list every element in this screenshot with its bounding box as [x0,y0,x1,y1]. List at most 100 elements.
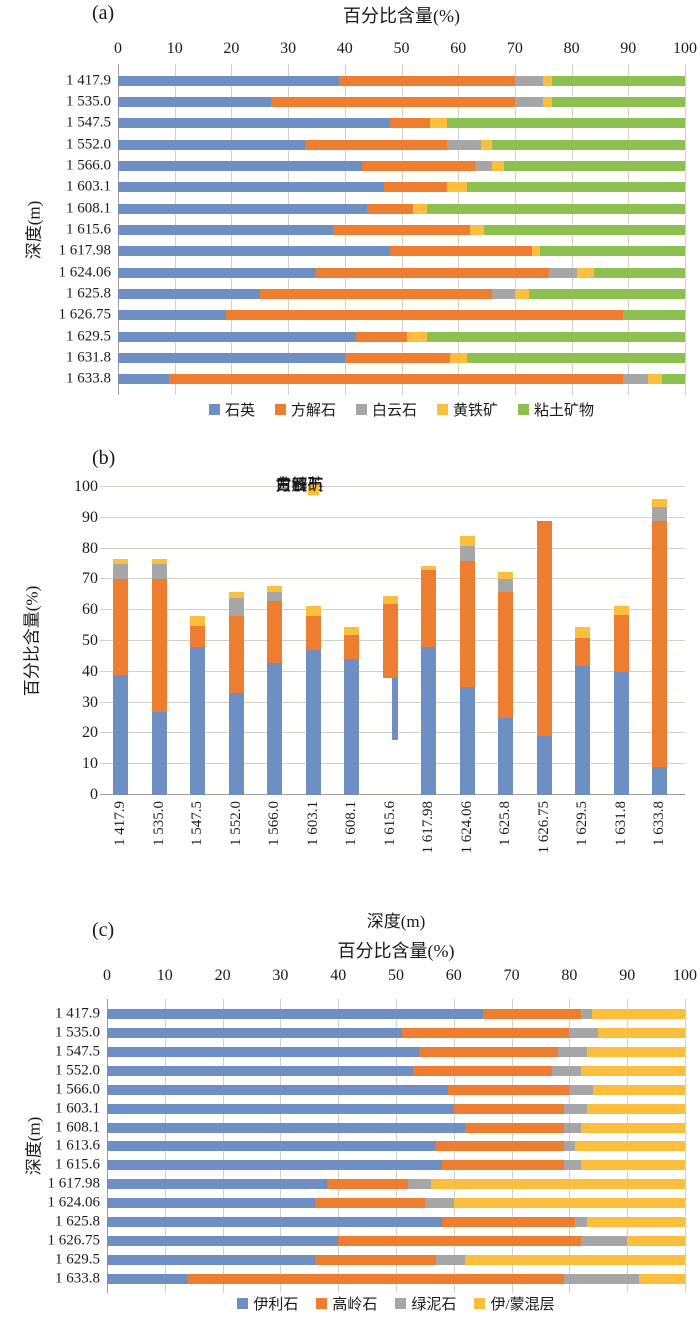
segment-kaolinite [413,1066,553,1077]
segment-dolomite [113,564,128,580]
segment-illite-smectite-mixed-layer [592,1009,685,1020]
x-category-label-text: 1 615.6 [381,801,398,846]
segment-clay-minerals [503,160,685,171]
bar-row: 1 626.75 [48,1231,685,1250]
segment-quartz [536,736,552,795]
legend-label: 高岭石 [332,1297,378,1313]
segment-calcite [316,267,549,278]
stacked-bar [118,160,685,171]
segment-quartz [575,665,591,795]
segment-calcite [169,374,623,385]
x-tick-label: 60 [450,40,467,57]
x-tick-label: 40 [336,40,353,57]
segment-calcite [113,579,128,675]
grid-line [685,999,686,1293]
legend-swatch-illite-smectite-mixed-layer [474,1298,486,1309]
stacked-bar [118,352,685,363]
legend-item-kaolinite: 高岭石 [316,1293,377,1314]
bar-column [338,487,377,795]
x-category-label: 1 625.8 [497,801,514,851]
legend-label: 粘土矿物 [534,403,595,419]
bar-column [569,487,608,795]
segment-calcite [228,616,244,694]
legend-label: 方解石 [290,403,336,419]
panel-a-label: (a) [92,2,115,24]
segment-illite-smectite-mixed-layer [592,1084,685,1095]
legend-swatch-quartz [208,404,220,415]
category-label: 1 608.1 [55,1119,100,1136]
segment-clay-minerals [466,182,685,193]
segment-chlorite [569,1028,599,1039]
x-tick-label: 100 [673,40,697,57]
segment-quartz [652,767,668,795]
panel-c: (c) 百分比含量(%) 0 10 20 30 40 50 60 70 80 90 100 1 41… [0,915,700,1320]
stacked-bar [118,75,685,86]
segment-illite-smectite-mixed-layer [638,1273,685,1284]
legend-swatch-dolomite [355,404,367,415]
segment-quartz [190,647,206,795]
x-category-label: 1 626.75 [536,801,553,859]
segment-kaolinite [419,1047,558,1058]
segment-kaolinite [442,1216,576,1227]
legend-item-illite: 伊利石 [237,1293,298,1314]
stacked-bar [118,139,685,150]
legend-swatch-pyrite [437,404,448,415]
segment-pyrite [648,374,663,385]
x-category-label-text: 1 625.8 [497,801,514,846]
grid-line [100,516,685,518]
stacked-bar [107,1009,685,1020]
x-category-label: 1 552.0 [228,801,245,851]
segment-illite [107,1160,443,1171]
stacked-bar [118,96,685,107]
segment-quartz [118,118,391,129]
stacked-bar [118,288,685,299]
x-category-label-text: 1 624.06 [458,801,475,854]
stacked-bar [107,1047,685,1058]
x-tick-label: 60 [445,967,462,984]
panel-b: (b) 0102030405060708090100石英方解石白云石黄铁矿 百分… [0,435,700,931]
x-tick-label: 30 [272,967,289,984]
segment-dolomite [151,564,167,580]
segment-kaolinite [453,1103,564,1114]
segment-calcite [344,352,450,363]
bar-column [261,487,300,795]
segment-pyrite [151,559,167,564]
segment-dolomite [446,139,481,150]
segment-chlorite [436,1254,466,1265]
segment-quartz [305,650,321,795]
segment-kaolinite [482,1009,581,1020]
segment-quartz [118,352,345,363]
stacked-bar [118,182,685,193]
bar-column [184,487,223,795]
segment-illite [107,1273,188,1284]
x-category-label: 1 624.06 [459,801,476,859]
bar-column [107,487,146,795]
stacked-bar [118,118,685,129]
segment-quartz [118,288,260,299]
bar-row: 1 625.8 [66,283,685,304]
segment-clay-minerals [446,118,685,129]
x-tick-label: 0 [103,967,111,984]
x-category-label: 1 615.6 [382,801,399,851]
category-label: 1 603.1 [66,178,111,195]
segment-calcite [190,625,206,648]
segment-clay-minerals [466,352,685,363]
segment-dolomite [492,288,515,299]
y-tick-label: 70 [82,570,98,588]
bar-column [531,487,570,795]
segment-pyrite [543,96,552,107]
bar-row: 1 615.6 [66,219,685,240]
segment-calcite [575,637,591,666]
bar-row: 1 547.5 [55,1043,685,1062]
bar-row: 1 624.06 [59,262,685,283]
segment-quartz [118,160,362,171]
segment-chlorite [563,1103,587,1114]
bar-column [223,487,262,795]
segment-clay-minerals [492,139,685,150]
segment-pyrite [498,571,514,580]
segment-chlorite [563,1160,581,1171]
bar-column [646,487,685,795]
category-label: 1 626.75 [47,1232,101,1249]
category-label: 1 617.98 [47,1175,101,1192]
segment-dolomite [548,267,578,278]
